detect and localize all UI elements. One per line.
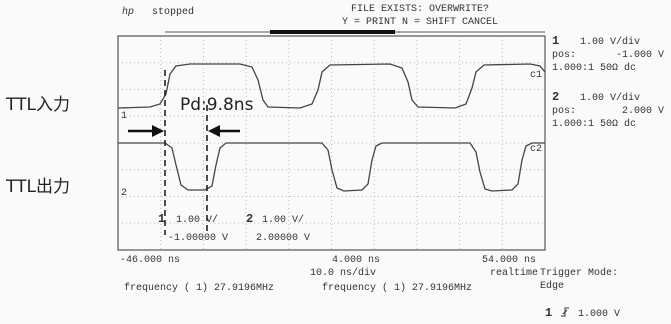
pos-label: pos: [552, 50, 576, 61]
message: FILE EXISTS: OVERWRITE? [351, 4, 489, 15]
c2-marker: c2 [530, 144, 542, 155]
time-left: -46.000 ns [120, 255, 180, 266]
ground-marker: 1 [121, 111, 127, 122]
logo: hp [122, 6, 134, 18]
channel-scale: 1.00 V/div [580, 92, 640, 104]
trigger-channel: 1 [545, 306, 552, 320]
readout-ch: 1 [158, 212, 165, 226]
channel-pos: -1.000 V [616, 50, 664, 61]
measurement: frequency ( 1) 27.9196MHz [322, 282, 472, 294]
time-center: 4.000 ns [332, 255, 380, 266]
channel-probe: 1.000:1 50Ω dc [552, 62, 636, 74]
ground-marker: 2 [121, 188, 127, 199]
readout-offset: -1.00000 V [168, 233, 228, 244]
trigger-mode: Edge [540, 280, 564, 292]
output-label: TTL出力 [5, 177, 70, 197]
time-scale: 10.0 ns/div [310, 267, 376, 279]
trigger-label: Trigger Mode: [540, 267, 618, 279]
input-label: TTL入力 [5, 95, 70, 115]
status: stopped [152, 6, 194, 18]
channel-scale: 1.00 V/div [580, 36, 640, 48]
measurement: frequency ( 1) 27.9196MHz [124, 282, 274, 294]
scope-screenshot: hp stopped FILE EXISTS: OVERWRITE? Y = PRIN… [0, 0, 671, 324]
pos-label: pos: [552, 106, 576, 117]
channel-probe: 1.000:1 50Ω dc [552, 118, 636, 130]
c1-marker: c1 [530, 70, 542, 81]
delay-label: Pd:9.8ns [180, 95, 254, 115]
acq-mode: realtime [490, 267, 538, 279]
channel-pos: 2.000 V [622, 106, 664, 117]
time-right: 54.000 ns [482, 255, 536, 266]
readout-ch: 2 [246, 212, 253, 226]
readout-scale: 1.00 V/ [262, 214, 304, 226]
readout-offset: 2.00000 V [256, 233, 310, 244]
readout-scale: 1.00 V/ [176, 214, 218, 226]
trigger-level: 1.000 V [578, 309, 620, 320]
channel-number: 1 [552, 34, 559, 48]
channel-number: 2 [552, 90, 559, 104]
prompt: Y = PRINT N = SHIFT CANCEL [342, 17, 498, 28]
